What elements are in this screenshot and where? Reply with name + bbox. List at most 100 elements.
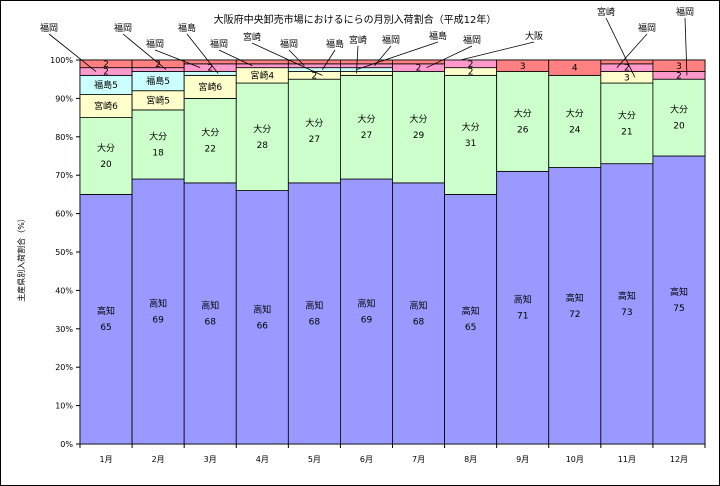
x-tick-label: 11月 xyxy=(618,455,636,464)
data-label: 3 xyxy=(624,73,630,83)
data-label: 73 xyxy=(621,308,632,318)
callout-label: 福岡 xyxy=(638,22,656,34)
bar-segment xyxy=(652,78,706,157)
data-label: 大分 xyxy=(618,109,636,121)
data-label: 2 xyxy=(624,64,630,74)
bar-segment xyxy=(131,109,185,180)
callout-label: 福岡 xyxy=(280,38,298,50)
x-tick-label: 10月 xyxy=(566,455,584,464)
callout-leader xyxy=(122,33,167,70)
data-label: 66 xyxy=(257,321,269,331)
data-label: 31 xyxy=(465,139,476,149)
data-label: 22 xyxy=(204,145,215,155)
data-label: 65 xyxy=(100,323,111,333)
data-label: 福島5 xyxy=(94,79,118,91)
data-label: 大分 xyxy=(253,123,271,135)
data-label: 大分 xyxy=(670,104,688,116)
callout-leader xyxy=(460,41,535,61)
data-label: 高知 xyxy=(566,292,584,304)
x-tick-label: 12月 xyxy=(670,455,688,464)
callout-label: 福島 xyxy=(429,30,447,42)
callout-leader xyxy=(48,33,97,72)
data-label: 18 xyxy=(152,148,164,158)
data-label: 68 xyxy=(204,317,216,327)
bars-layer xyxy=(79,59,706,445)
callout-label: 福岡 xyxy=(210,38,228,50)
data-label: 68 xyxy=(309,317,321,327)
data-label: 2 xyxy=(468,68,474,78)
data-label: 大分 xyxy=(97,142,115,154)
callout-leader xyxy=(356,45,359,74)
callout-label: 宮崎 xyxy=(243,31,261,43)
data-label: 宮崎5 xyxy=(146,94,170,106)
callout-label: 大阪 xyxy=(525,30,543,42)
data-label: 28 xyxy=(257,141,269,151)
bar-segment xyxy=(79,193,133,445)
data-label: 宮崎6 xyxy=(94,100,118,112)
data-label: 高知 xyxy=(462,305,480,317)
bar-segment xyxy=(287,182,341,445)
bar-segment xyxy=(548,74,602,168)
data-label: 2 xyxy=(416,64,422,74)
data-label: 2 xyxy=(155,60,161,70)
callout-leader xyxy=(154,49,201,69)
data-label: 高知 xyxy=(149,298,167,310)
data-label: 2 xyxy=(676,71,682,81)
bar-segment xyxy=(287,78,341,184)
data-label: 3 xyxy=(676,62,682,72)
data-label: 高知 xyxy=(253,303,271,315)
callout-leader xyxy=(288,49,305,67)
data-label: 26 xyxy=(517,125,529,135)
bar-segment xyxy=(548,167,602,445)
x-tick-label: 1月 xyxy=(99,455,112,464)
callout-leader xyxy=(251,42,323,76)
callout-label: 福岡 xyxy=(114,22,132,34)
callout-leader xyxy=(322,49,336,70)
y-tick-label: 80% xyxy=(55,133,73,142)
bar-segment xyxy=(600,82,654,165)
bar-segment xyxy=(183,182,237,445)
bar-segment xyxy=(392,182,445,445)
callout-label: 宮崎 xyxy=(597,6,615,18)
y-tick-label: 20% xyxy=(55,363,73,372)
bar-segment xyxy=(340,63,393,69)
data-label: 27 xyxy=(361,131,372,141)
data-label: 大分 xyxy=(305,117,323,129)
callout-label: 福島 xyxy=(178,22,196,34)
callout-leader xyxy=(426,45,473,69)
labels-layer: 高知 65 高知 69 高知 68 高知 66 高知 68 高知 69 高知 68 高知 65 高知 71 高知 72… xyxy=(94,60,688,333)
bar-segment xyxy=(652,59,706,72)
data-label: 24 xyxy=(569,125,581,135)
bar-segment xyxy=(392,71,445,184)
bar-segment xyxy=(340,59,393,65)
axis-layer: 0% 10% 20% 30% 40% 50% 60% 70% 80% 90% 100% 1月 2月 3月 4… xyxy=(50,56,706,464)
data-label: 65 xyxy=(465,323,476,333)
bar-segment xyxy=(79,117,133,195)
bar-segment xyxy=(235,63,289,69)
callout-leader xyxy=(218,49,253,67)
bar-segment xyxy=(340,71,393,76)
bar-segment xyxy=(444,74,498,195)
data-label: 3 xyxy=(520,62,526,72)
data-label: 高知 xyxy=(618,290,636,302)
bar-segment xyxy=(340,74,393,180)
data-label: 2 xyxy=(103,60,109,70)
data-label: 大分 xyxy=(462,121,480,133)
bar-segment xyxy=(183,98,237,184)
callout-label: 宮崎 xyxy=(349,34,367,46)
bar-segment xyxy=(496,71,550,172)
bar-segment xyxy=(235,82,289,191)
data-label: 大分 xyxy=(357,113,375,125)
data-label: 21 xyxy=(621,127,632,137)
bar-segment xyxy=(444,193,498,445)
data-label: 大分 xyxy=(566,107,584,119)
data-label: 2 xyxy=(312,71,318,81)
data-label: 高知 xyxy=(305,299,323,311)
bar-segment xyxy=(131,178,185,445)
y-tick-label: 30% xyxy=(55,325,73,334)
data-label: 福島5 xyxy=(146,75,170,87)
data-label: 大分 xyxy=(149,130,167,142)
callout-label: 福岡 xyxy=(146,38,164,50)
